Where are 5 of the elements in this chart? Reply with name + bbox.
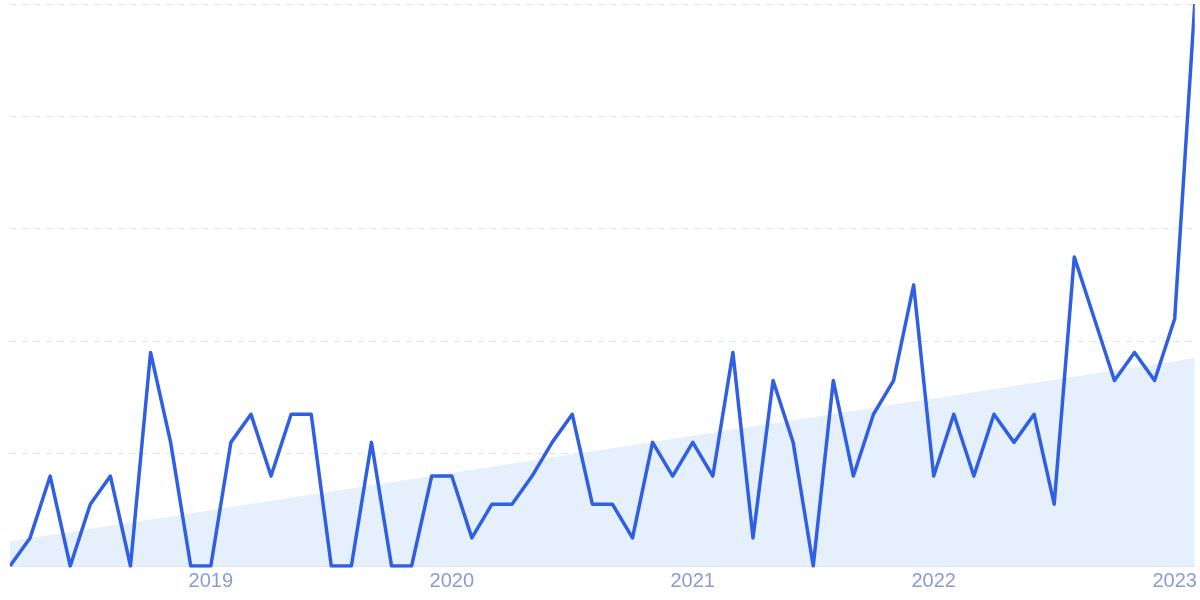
x-tick-label: 2020 — [429, 568, 475, 591]
x-tick-label: 2021 — [670, 568, 715, 591]
x-tick-label: 2019 — [188, 568, 234, 591]
x-tick-label: 2023 — [1152, 568, 1197, 591]
x-tick-label: 2022 — [911, 568, 956, 591]
